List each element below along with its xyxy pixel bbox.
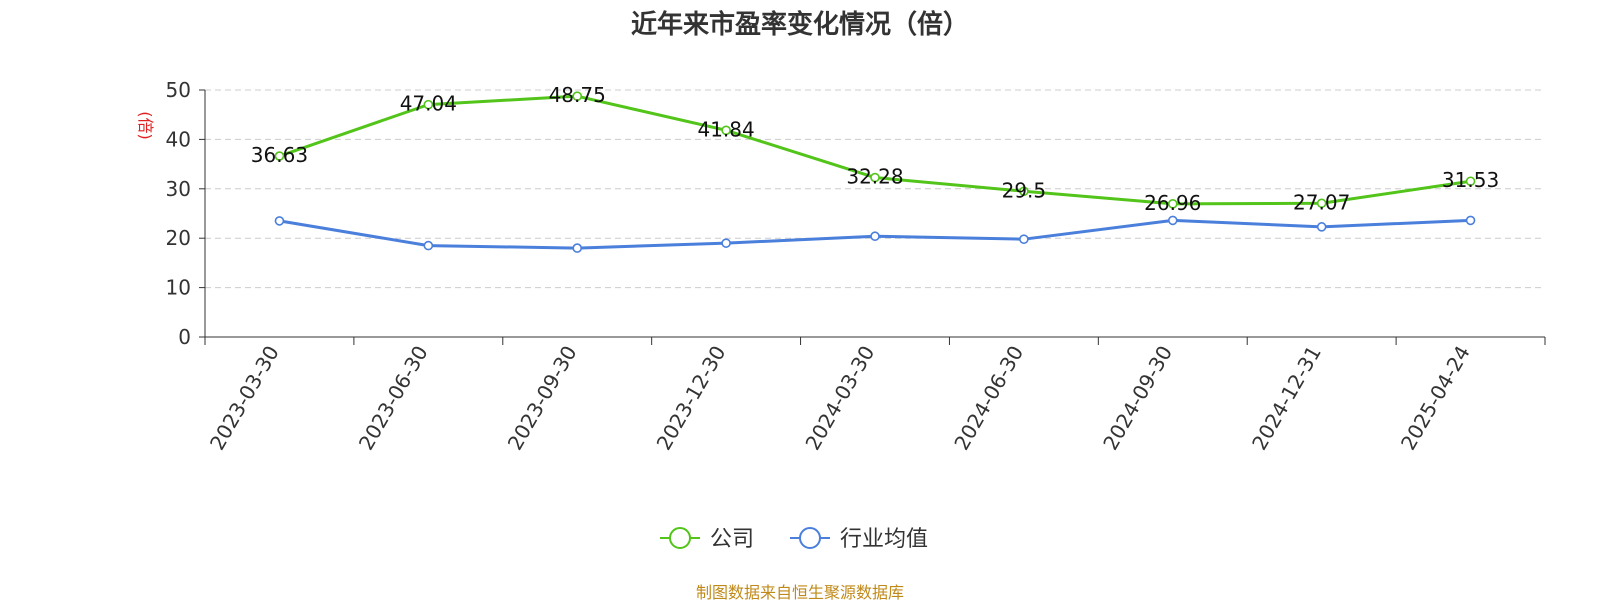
data-point [423,99,434,110]
data-point [274,216,285,226]
axes: 0 10 20 30 40 50 2023-03-30 2023-06-30 2023-09-3… [136,78,1546,455]
data-point [1465,176,1476,187]
data-point [274,151,285,161]
data-label: 27.07 [1293,190,1350,214]
data-point [1019,234,1029,244]
data-point [721,238,731,248]
y-tick-label: 50 [166,78,191,102]
y-axis-label: (倍) [136,111,155,140]
data-point [1019,186,1029,197]
data-point [1316,198,1327,209]
data-label: 48.75 [549,83,606,107]
legend-item-industry: 行业均值 [790,527,928,552]
data-point [1167,215,1178,226]
source-note: 制图数据来自恒生聚源数据库 [695,583,904,602]
data-label: 26.96 [1144,191,1201,215]
data-label: 41.84 [697,117,754,141]
x-tick-label: 2024-12-31 [1247,342,1326,455]
legend-marker [799,527,821,549]
x-tick-label: 2023-12-30 [652,342,731,455]
series [274,91,1476,253]
chart-title: 近年来市盈率变化情况（倍） [630,10,969,40]
data-point [721,125,731,136]
data-point [870,231,880,242]
data-labels: 36.63 47.04 48.75 41.84 32.28 29.5 26.96 27.07 3… [251,83,1499,215]
legend: 公司 行业均值 [660,527,928,552]
legend-label: 行业均值 [840,527,928,552]
data-point [1316,222,1327,232]
data-label: 32.28 [846,165,903,189]
grid-lines [205,89,1545,289]
data-point [870,172,880,183]
y-tick-label: 30 [166,177,191,201]
data-point [423,240,434,251]
y-tick-label: 20 [166,226,191,250]
x-tick-label: 2023-09-30 [503,342,582,455]
y-tick-label: 40 [166,127,191,151]
data-label: 31.53 [1442,168,1499,192]
data-point [1465,215,1476,226]
data-point [572,243,583,253]
x-tick-label: 2024-09-30 [1098,342,1177,455]
x-tick-label: 2023-03-30 [205,342,284,455]
x-tick-label: 2024-03-30 [800,342,879,455]
data-label: 36.63 [251,143,308,167]
x-tick-label: 2024-06-30 [949,342,1028,455]
x-tick-label: 2023-06-30 [354,342,433,455]
data-point [572,91,583,101]
data-label: 47.04 [400,92,457,116]
legend-marker [669,527,691,549]
legend-label: 公司 [710,527,754,552]
x-tick-label: 2025-04-24 [1396,342,1475,455]
y-tick-label: 0 [178,325,191,349]
data-point [1167,199,1178,209]
legend-item-company: 公司 [660,527,754,552]
data-label: 29.5 [1002,178,1047,202]
y-tick-label: 10 [166,276,191,300]
